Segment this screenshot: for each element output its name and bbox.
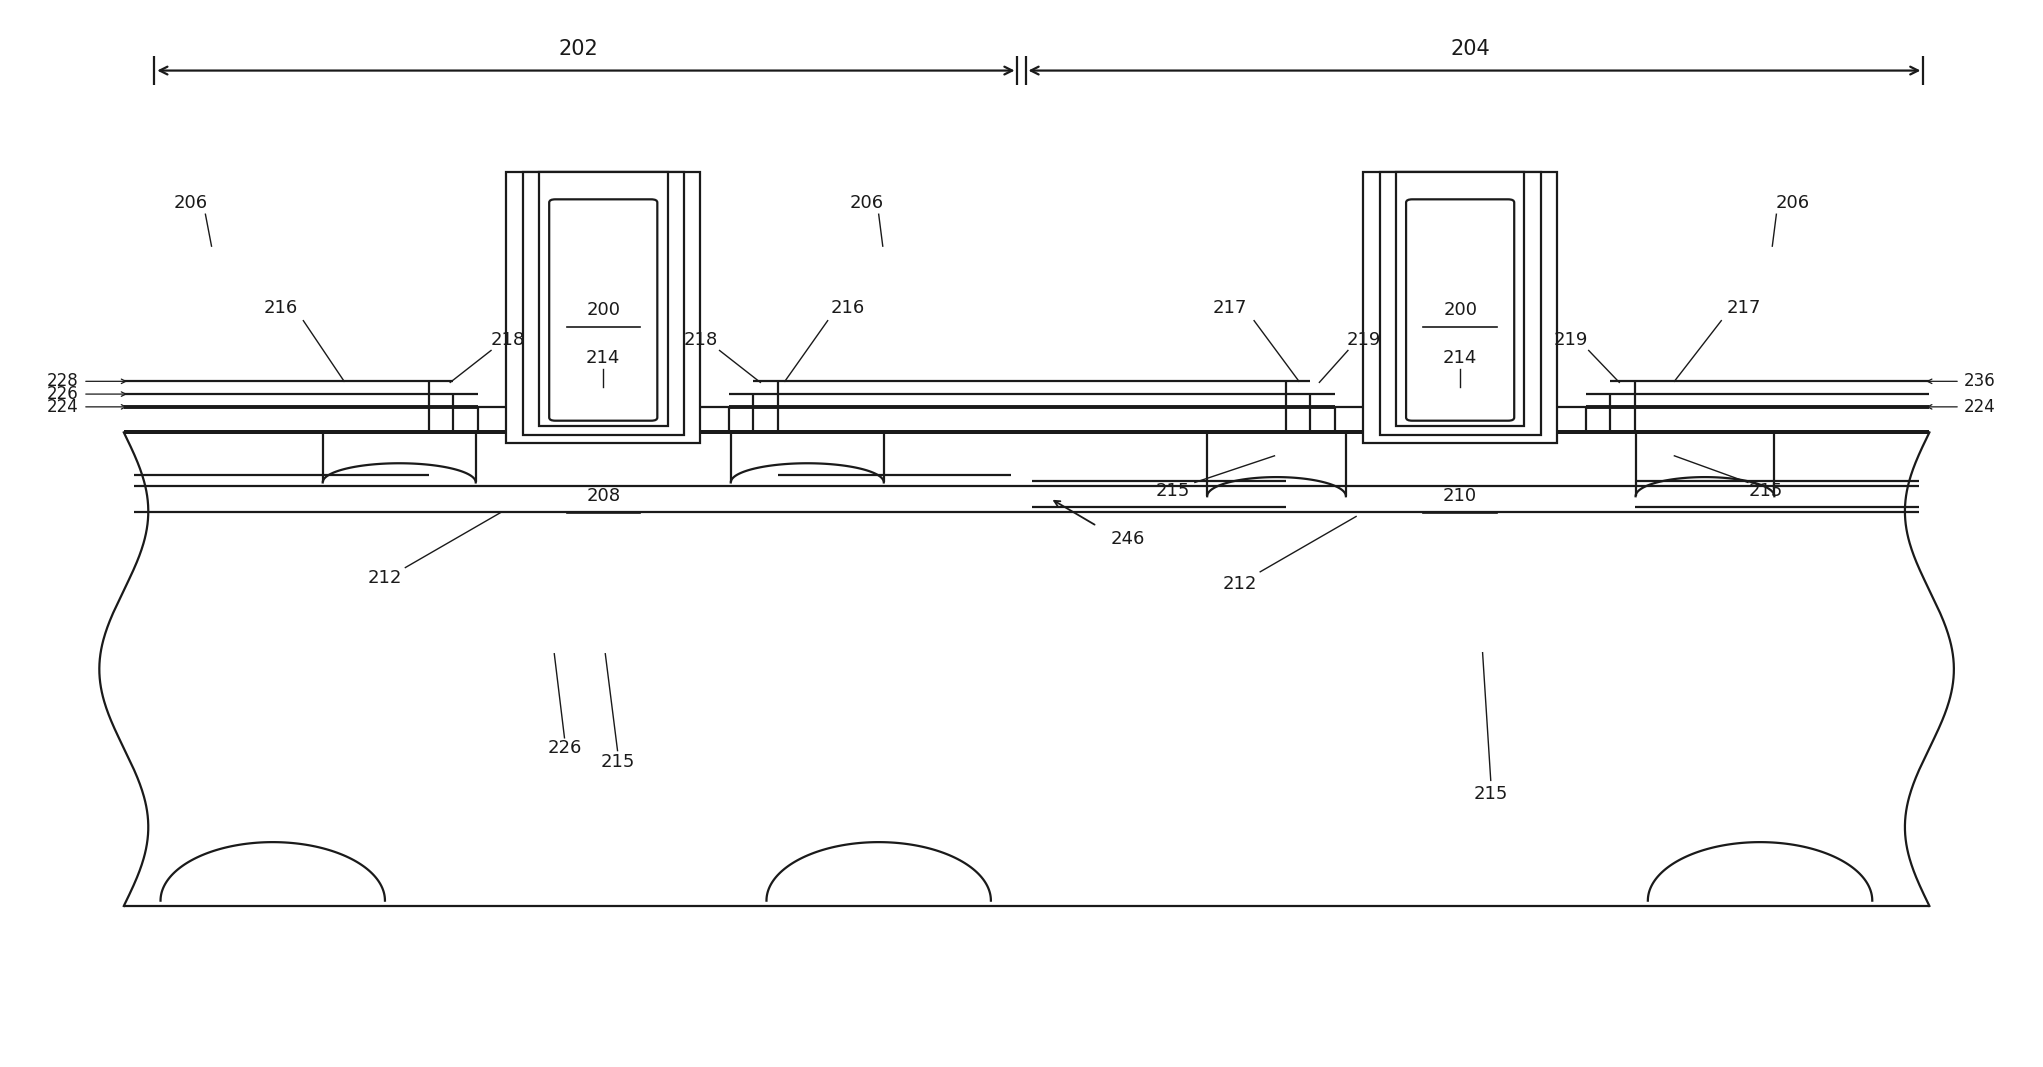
Text: 214: 214 — [586, 349, 621, 367]
Text: 212: 212 — [1222, 574, 1256, 592]
Text: 218: 218 — [684, 331, 719, 349]
Text: 206: 206 — [1775, 193, 1810, 211]
Text: 217: 217 — [1211, 299, 1246, 317]
Text: 218: 218 — [490, 331, 525, 349]
Text: 224: 224 — [47, 398, 80, 416]
Text: 212: 212 — [368, 569, 402, 587]
Text: 215: 215 — [1473, 785, 1508, 803]
Text: 226: 226 — [47, 385, 80, 403]
Text: 219: 219 — [1553, 331, 1587, 349]
Text: 208: 208 — [586, 488, 621, 506]
Text: 216: 216 — [832, 299, 864, 317]
Text: 200: 200 — [1442, 301, 1477, 319]
Text: 219: 219 — [1346, 331, 1381, 349]
FancyBboxPatch shape — [550, 200, 658, 420]
Text: 210: 210 — [1442, 488, 1477, 506]
Text: 200: 200 — [586, 301, 621, 319]
Text: 224: 224 — [1963, 398, 1996, 416]
Bar — [1379, 172, 1540, 434]
Bar — [507, 172, 701, 443]
Bar — [523, 172, 684, 434]
Text: 216: 216 — [264, 299, 298, 317]
Text: 215: 215 — [1154, 482, 1189, 500]
Text: 214: 214 — [1442, 349, 1477, 367]
FancyBboxPatch shape — [1406, 200, 1514, 420]
Text: 226: 226 — [548, 739, 582, 758]
Text: 215: 215 — [601, 753, 635, 771]
Bar — [1395, 172, 1524, 426]
Text: 206: 206 — [174, 193, 208, 211]
Bar — [1363, 172, 1557, 443]
Text: 228: 228 — [47, 372, 80, 391]
Text: 246: 246 — [1111, 530, 1144, 547]
Text: 202: 202 — [560, 39, 599, 60]
Text: 204: 204 — [1451, 39, 1489, 60]
Bar — [539, 172, 668, 426]
Text: 236: 236 — [1963, 372, 1996, 391]
Text: 217: 217 — [1726, 299, 1761, 317]
Text: 215: 215 — [1749, 482, 1784, 500]
Text: 206: 206 — [850, 193, 883, 211]
